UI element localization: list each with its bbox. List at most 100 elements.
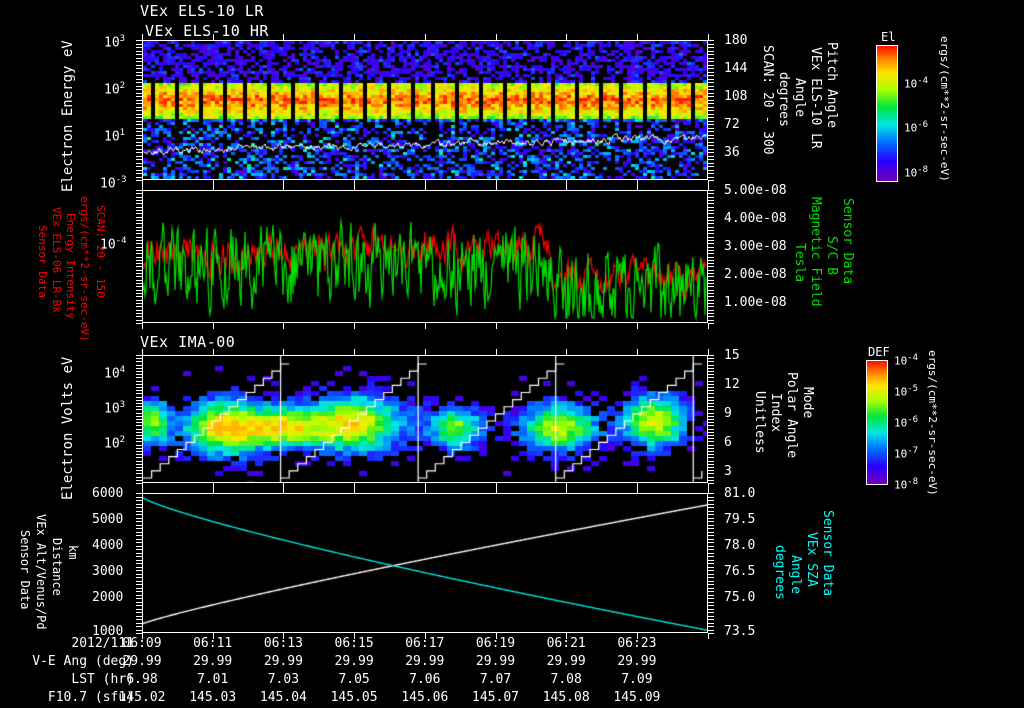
panel4-ytick-2000: 2000 bbox=[92, 590, 124, 605]
panel1-right-label-scan: SCAN: 20 - 300 bbox=[760, 45, 775, 155]
axis-table-cell-ve-ang-0: 29.99 bbox=[122, 654, 162, 669]
panel3-left-axis-label: Electron Volts eV bbox=[60, 356, 76, 500]
el-colorbar-tick-1e-8: 10-8 bbox=[904, 165, 929, 180]
axis-table-cell-f107-2: 145.04 bbox=[259, 690, 307, 705]
panel1-title-line2: VEx ELS-10 HR bbox=[145, 22, 269, 40]
panel4-rtick-765: 76.5 bbox=[724, 564, 756, 579]
panel1-left-axis-label-name: Electron Energy bbox=[60, 65, 76, 192]
axis-table-cell-time-7: 06:23 bbox=[617, 636, 657, 651]
def-colorbar-tick-1e-5: 10-5 bbox=[894, 384, 919, 399]
panel2-rtick-2e-08: 2.00e-08 bbox=[724, 267, 787, 282]
panel3-title: VEx IMA-00 bbox=[140, 333, 236, 351]
axis-table-cell-f107-1: 145.03 bbox=[189, 690, 237, 705]
panel2-right-label-title: Sensor Data bbox=[840, 198, 855, 285]
panel4-ytick-5000: 5000 bbox=[92, 512, 124, 527]
axis-table-cell-lst-6: 7.08 bbox=[550, 672, 582, 687]
panel1-rtick-36: 36 bbox=[724, 145, 740, 160]
panel4-right-label-angle: Angle bbox=[788, 555, 803, 595]
panel1-right-label-title: Pitch Angle bbox=[824, 42, 839, 129]
def-colorbar[interactable] bbox=[866, 360, 888, 485]
panel4-plot-area[interactable] bbox=[142, 493, 708, 633]
el-colorbar-tick-1e-4: 10-4 bbox=[904, 76, 929, 91]
panel1-right-label-sensor: VEx ELS-10 LR bbox=[808, 47, 823, 149]
panel1-plot-area[interactable] bbox=[142, 40, 708, 180]
axis-table-row-label-lst: LST (hr) bbox=[71, 672, 134, 687]
panel4-ytick-3000: 3000 bbox=[92, 564, 124, 579]
panel3-right-label-polar: Polar Angle bbox=[784, 372, 799, 459]
def-colorbar-units: ergs/(cm**2-sr-sec-eV) bbox=[926, 350, 939, 496]
panel2-rtick-1e-08: 1.00e-08 bbox=[724, 295, 787, 310]
axis-table-cell-time-2: 06:13 bbox=[263, 636, 303, 651]
axis-table-cell-lst-5: 7.07 bbox=[479, 672, 512, 687]
spacer3 bbox=[60, 374, 76, 382]
panel2-plot-area[interactable] bbox=[142, 190, 708, 323]
panel4-ytick-6000: 6000 bbox=[92, 486, 124, 501]
axis-table-cell-ve-ang-1: 29.99 bbox=[193, 654, 233, 669]
axis-table-cell-f107-3: 145.05 bbox=[330, 690, 378, 705]
axis-table-cell-ve-ang-4: 29.99 bbox=[405, 654, 445, 669]
axis-table-cell-time-5: 06:19 bbox=[475, 636, 516, 651]
panel1-right-label-degrees: degrees bbox=[776, 72, 791, 127]
def-colorbar-tick-1e-8: 10-8 bbox=[894, 477, 919, 492]
panel2-left-label-quantity: Energy Intensity bbox=[64, 213, 77, 319]
panel2-right-label-quantity: Magnetic Field bbox=[808, 197, 823, 307]
panel3-right-label-index: Index bbox=[768, 393, 783, 433]
panel3-left-axis-label-unit: eV bbox=[60, 356, 76, 374]
panel3-rtick-12: 12 bbox=[724, 377, 740, 392]
panel3-rtick-15: 15 bbox=[724, 348, 740, 363]
panel2-left-label-scan: SCAN: 20 - 150 bbox=[94, 205, 107, 298]
axis-table-cell-f107-7: 145.09 bbox=[613, 690, 661, 705]
panel2-left-label-title: Sensor Data bbox=[36, 225, 49, 298]
panel1-left-axis-label: Electron Energy eV bbox=[60, 40, 76, 192]
panel4-left-label-title: Sensor Data bbox=[18, 530, 32, 610]
panel1-rtick-180: 180 bbox=[724, 33, 748, 48]
panel3-right-label-mode: Mode bbox=[800, 387, 815, 419]
panel3-rtick-6: 6 bbox=[724, 435, 732, 450]
panel4-left-label-distance: Distance bbox=[50, 538, 64, 596]
el-colorbar-units: ergs/(cm**2-sr-sec-eV) bbox=[938, 36, 951, 182]
panel3-plot-area[interactable] bbox=[142, 355, 708, 483]
panel4-rtick-795: 79.5 bbox=[724, 512, 756, 527]
panel2-rtick-3e-08: 3.00e-08 bbox=[724, 239, 787, 254]
axis-table-cell-ve-ang-3: 29.99 bbox=[334, 654, 374, 669]
panel2-left-label-units: ergs/(cm**2-sr-sec-eV) bbox=[78, 196, 91, 342]
panel2-right-label-tesla: Tesla bbox=[792, 243, 807, 283]
axis-table-cell-time-4: 06:17 bbox=[405, 636, 445, 651]
axis-table-cell-ve-ang-2: 29.99 bbox=[263, 654, 303, 669]
el-colorbar-label: El bbox=[881, 30, 896, 44]
panel2-ytick-1e-4: 10-4 bbox=[100, 236, 127, 253]
def-colorbar-tick-1e-4: 10-4 bbox=[894, 353, 919, 368]
axis-table-cell-f107-6: 145.08 bbox=[542, 690, 590, 705]
panel4-right-label-title: Sensor Data bbox=[820, 510, 835, 597]
panel3-rtick-9: 9 bbox=[724, 406, 732, 421]
panel4-ytick-4000: 4000 bbox=[92, 538, 124, 553]
panel4-ytick-1000: 1000 bbox=[92, 624, 124, 639]
panel2-rtick-5e-08: 5.00e-08 bbox=[724, 183, 787, 198]
panel4-rtick-75: 75.0 bbox=[724, 590, 756, 605]
panel1-title-line1: VEx ELS-10 LR bbox=[140, 2, 264, 20]
panel1-ytick-1e-3: 10-3 bbox=[100, 175, 127, 192]
axis-table-cell-f107-5: 145.07 bbox=[472, 690, 519, 705]
axis-table-cell-lst-7: 7.09 bbox=[621, 672, 653, 687]
axis-table-cell-time-6: 06:21 bbox=[546, 636, 586, 651]
axis-table-row-label-date: 2012/111 bbox=[71, 636, 134, 651]
el-colorbar[interactable] bbox=[876, 45, 898, 182]
axis-table-cell-f107-4: 145.06 bbox=[401, 690, 449, 705]
def-colorbar-tick-1e-6: 10-6 bbox=[894, 415, 919, 430]
axis-table-cell-time-0: 06:09 bbox=[122, 636, 162, 651]
panel4-rtick-81: 81.0 bbox=[724, 486, 756, 501]
axis-table-cell-f107-0: 145.02 bbox=[118, 690, 166, 705]
axis-table-cell-lst-4: 7.06 bbox=[409, 672, 441, 687]
axis-table-cell-time-3: 06:15 bbox=[334, 636, 374, 651]
panel3-rtick-3: 3 bbox=[724, 464, 732, 479]
panel1-left-axis-label-unit: eV bbox=[60, 40, 76, 58]
axis-table-cell-ve-ang-7: 29.99 bbox=[617, 654, 657, 669]
axis-table-row-label-veang: V-E Ang (deg) bbox=[32, 654, 134, 669]
spacer1 bbox=[60, 57, 76, 65]
panel3-left-axis-label-name: Electron Volts bbox=[60, 381, 76, 500]
def-colorbar-tick-1e-7: 10-7 bbox=[894, 446, 919, 461]
panel3-ytick-1e2: 102 bbox=[104, 435, 126, 452]
panel2-left-label-sensor: VEx ELS-06 LR-Bk bbox=[50, 207, 63, 313]
el-colorbar-tick-1e-6: 10-6 bbox=[904, 120, 929, 135]
panel4-left-label-km: km bbox=[66, 545, 80, 560]
